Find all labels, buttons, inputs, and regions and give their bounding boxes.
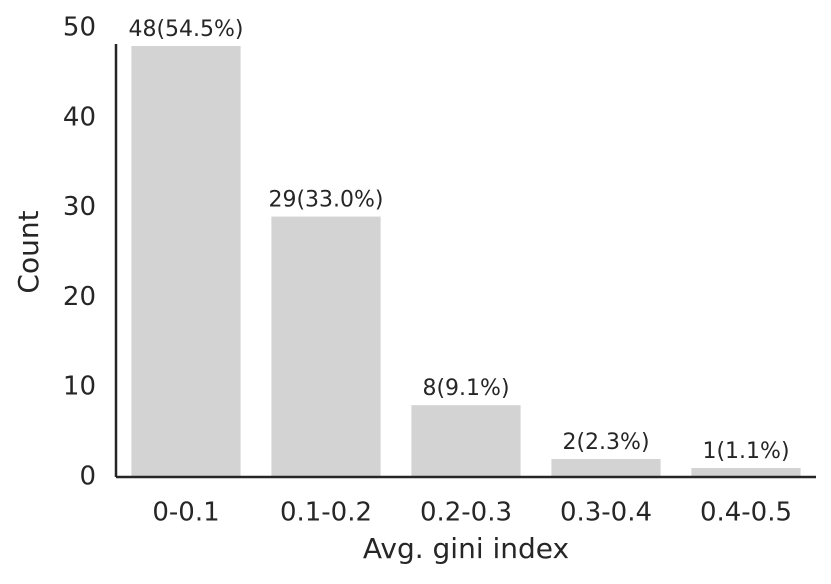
x-tick-label: 0-0.1 [152,498,219,528]
bar [271,216,381,477]
x-tick-label: 0.2-0.3 [420,498,512,528]
y-tick-label: 10 [63,372,96,402]
y-tick-label: 50 [63,13,96,43]
value-label: 29(33.0%) [268,188,383,213]
y-tick-label: 20 [63,282,96,312]
x-axis-label: Avg. gini index [363,532,569,565]
y-axis-label: Count [12,210,45,293]
y-tick-label: 0 [79,462,96,492]
x-tick-label: 0.1-0.2 [280,498,372,528]
value-label: 2(2.3%) [562,430,649,455]
value-label: 8(9.1%) [422,376,509,401]
value-label: 1(1.1%) [702,439,789,464]
bar [691,468,801,477]
bar [411,405,521,477]
bar [551,459,661,477]
y-tick-label: 30 [63,192,96,222]
x-tick-label: 0.4-0.5 [700,498,792,528]
value-label: 48(54.5%) [128,17,243,42]
x-tick-label: 0.3-0.4 [560,498,652,528]
bar [131,45,241,478]
y-tick-label: 40 [63,102,96,132]
